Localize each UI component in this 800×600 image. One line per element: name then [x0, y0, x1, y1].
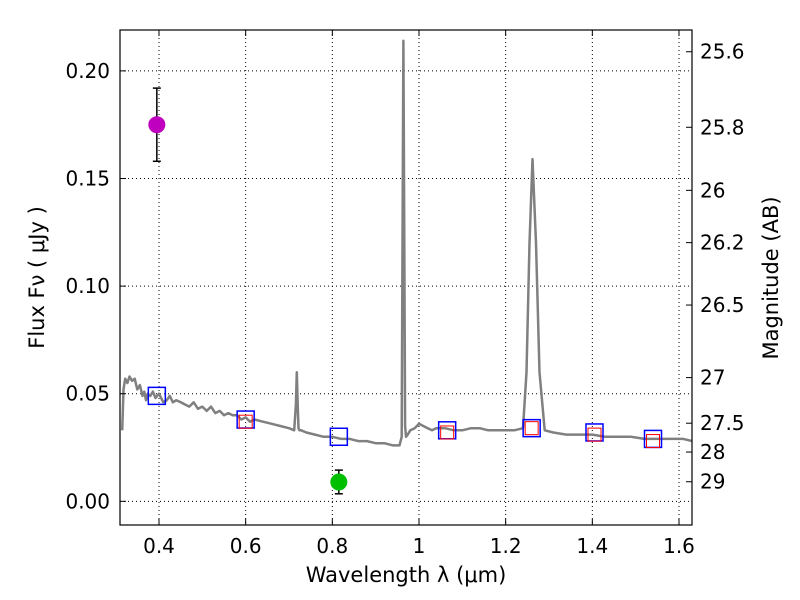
right-tick-label: 26.5: [700, 293, 745, 317]
y-tick-label: 0.15: [65, 167, 110, 191]
right-tick-label: 27: [700, 366, 725, 390]
model-band-square: [147, 386, 167, 406]
axis-ticks: 0.4 0.6 0.8 1 1.2 1.4 1.6 0.00 0.05 0.10 0.15 0.20 2…: [65, 30, 745, 558]
x-tick-label: 0.8: [316, 534, 348, 558]
y-axis-label: Flux Fν ( μJy ): [25, 206, 49, 349]
measured-point: [148, 116, 166, 134]
right-axis-label: Magnitude (AB): [759, 196, 783, 359]
right-tick-label: 27.5: [700, 411, 745, 435]
sed-model-line: [120, 39, 692, 447]
x-tick-label: 1: [413, 534, 426, 558]
y-tick-label: 0.05: [65, 382, 110, 406]
y-tick-label: 0.20: [65, 59, 110, 83]
model-band-square: [522, 418, 541, 438]
right-tick-label: 26: [700, 178, 725, 202]
observed-band-square: [238, 414, 253, 429]
measured-point: [330, 473, 348, 491]
right-tick-label: 25.6: [700, 40, 745, 64]
y-tick-label: 0.00: [65, 489, 110, 513]
x-tick-label: 1.4: [576, 534, 608, 558]
right-tick-label: 28: [700, 440, 725, 464]
x-tick-label: 1.2: [490, 534, 522, 558]
observed-band-square: [524, 421, 539, 436]
x-axis-label: Wavelength λ (μm): [306, 563, 507, 587]
model-band-square: [585, 423, 604, 442]
model-band-square: [329, 427, 349, 447]
observed-band-square: [646, 434, 660, 449]
y-tick-label: 0.10: [65, 274, 110, 298]
right-tick-label: 29: [700, 470, 725, 494]
right-tick-label: 26.2: [700, 231, 745, 255]
x-tick-label: 0.6: [230, 534, 262, 558]
x-tick-label: 0.4: [143, 534, 175, 558]
right-tick-label: 25.8: [700, 115, 745, 139]
plot-data: [120, 39, 692, 495]
grid-lines: [120, 30, 692, 525]
observed-band-square: [440, 425, 455, 440]
plot-frame: [119, 29, 693, 526]
observed-band-square: [587, 427, 602, 442]
x-tick-label: 1.6: [663, 534, 695, 558]
